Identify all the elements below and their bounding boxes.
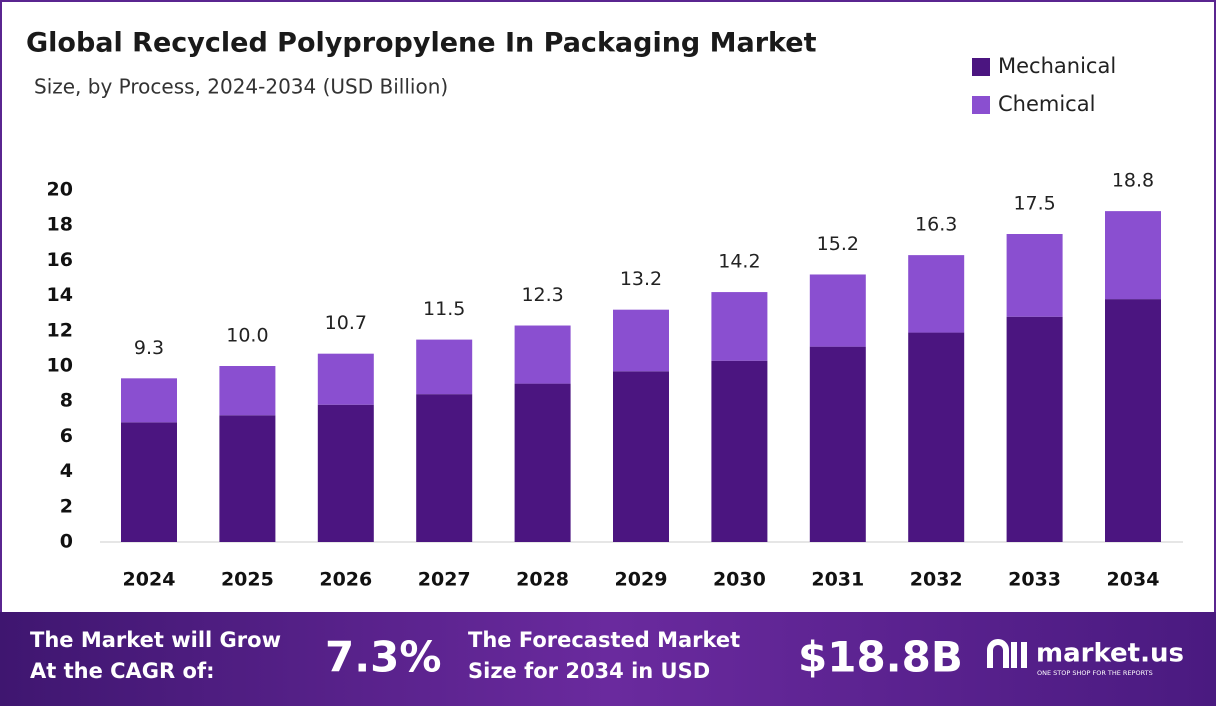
bar-segment — [613, 371, 669, 542]
y-tick-label: 10 — [47, 355, 73, 377]
legend-swatch — [972, 96, 990, 114]
x-tick-label: 2032 — [910, 569, 963, 591]
y-tick-label: 20 — [47, 179, 73, 201]
x-tick-label: 2034 — [1107, 569, 1160, 591]
total-label: 17.5 — [1013, 193, 1055, 215]
bar-segment — [219, 415, 276, 542]
bar-segment — [613, 309, 669, 372]
cagr-value: 7.3% — [325, 633, 441, 682]
x-tick-label: 2027 — [418, 569, 471, 591]
bar-segment — [317, 404, 374, 542]
tagline: ONE STOP SHOP FOR THE REPORTS — [1037, 669, 1153, 677]
bar-segment — [809, 274, 866, 347]
footer: The Market will Grow At the CAGR of: 7.3… — [30, 628, 1184, 683]
footer-text: The Market will Grow — [30, 628, 281, 652]
x-tick-label: 2028 — [516, 569, 569, 591]
bar-segment — [1006, 234, 1063, 317]
chart-title: Global Recycled Polypropylene In Packagi… — [26, 28, 817, 59]
bar-segment — [809, 346, 866, 542]
bar-segment — [121, 378, 177, 423]
bar-segment — [1105, 211, 1161, 300]
y-tick-label: 12 — [47, 319, 73, 341]
total-label: 10.7 — [325, 312, 367, 334]
bar-segment — [908, 255, 965, 333]
bar-segment — [908, 332, 965, 542]
legend-label: Mechanical — [998, 54, 1116, 78]
x-tick-label: 2029 — [615, 569, 668, 591]
bar-segment — [711, 360, 768, 542]
x-tick-label: 2026 — [319, 569, 372, 591]
brand: market.us — [1036, 639, 1184, 669]
bar-segment — [1006, 316, 1063, 542]
x-tick-label: 2025 — [221, 569, 274, 591]
total-label: 12.3 — [521, 284, 563, 306]
bar-segment — [219, 366, 276, 416]
y-tick-label: 18 — [47, 214, 73, 236]
total-label: 10.0 — [226, 325, 268, 347]
bar-segment — [514, 325, 571, 384]
total-label: 11.5 — [423, 298, 465, 320]
footer-text: At the CAGR of: — [30, 659, 215, 683]
total-label: 9.3 — [134, 337, 164, 359]
bar-segment — [317, 353, 374, 405]
total-label: 14.2 — [718, 251, 760, 273]
bar-segment — [514, 383, 571, 542]
legend-label: Chemical — [998, 92, 1095, 116]
footer-text: Size for 2034 in USD — [468, 659, 710, 683]
bar-segment — [416, 339, 473, 395]
legend-swatch — [972, 58, 990, 76]
x-tick-label: 2031 — [811, 569, 864, 591]
logo-icon — [987, 639, 1027, 668]
y-tick-label: 8 — [60, 390, 73, 412]
chart-subtitle: Size, by Process, 2024-2034 (USD Billion… — [34, 75, 448, 99]
forecast-value: $18.8B — [798, 633, 963, 682]
total-label: 18.8 — [1112, 170, 1154, 192]
total-label: 13.2 — [620, 268, 662, 290]
x-tick-label: 2033 — [1008, 569, 1061, 591]
bar-segment — [121, 422, 177, 542]
total-label: 15.2 — [817, 233, 859, 255]
x-tick-label: 2030 — [713, 569, 766, 591]
y-tick-label: 2 — [60, 495, 73, 517]
bar-segment — [711, 292, 768, 361]
total-label: 16.3 — [915, 214, 957, 236]
y-tick-label: 6 — [60, 425, 73, 447]
y-tick-label: 14 — [47, 284, 73, 306]
y-tick-label: 4 — [60, 460, 73, 482]
bar-segment — [1105, 299, 1161, 542]
bar-segment — [416, 394, 473, 542]
y-tick-label: 16 — [47, 249, 73, 271]
footer-text: The Forecasted Market — [468, 628, 740, 652]
x-tick-label: 2024 — [123, 569, 176, 591]
y-tick-label: 0 — [60, 531, 73, 553]
